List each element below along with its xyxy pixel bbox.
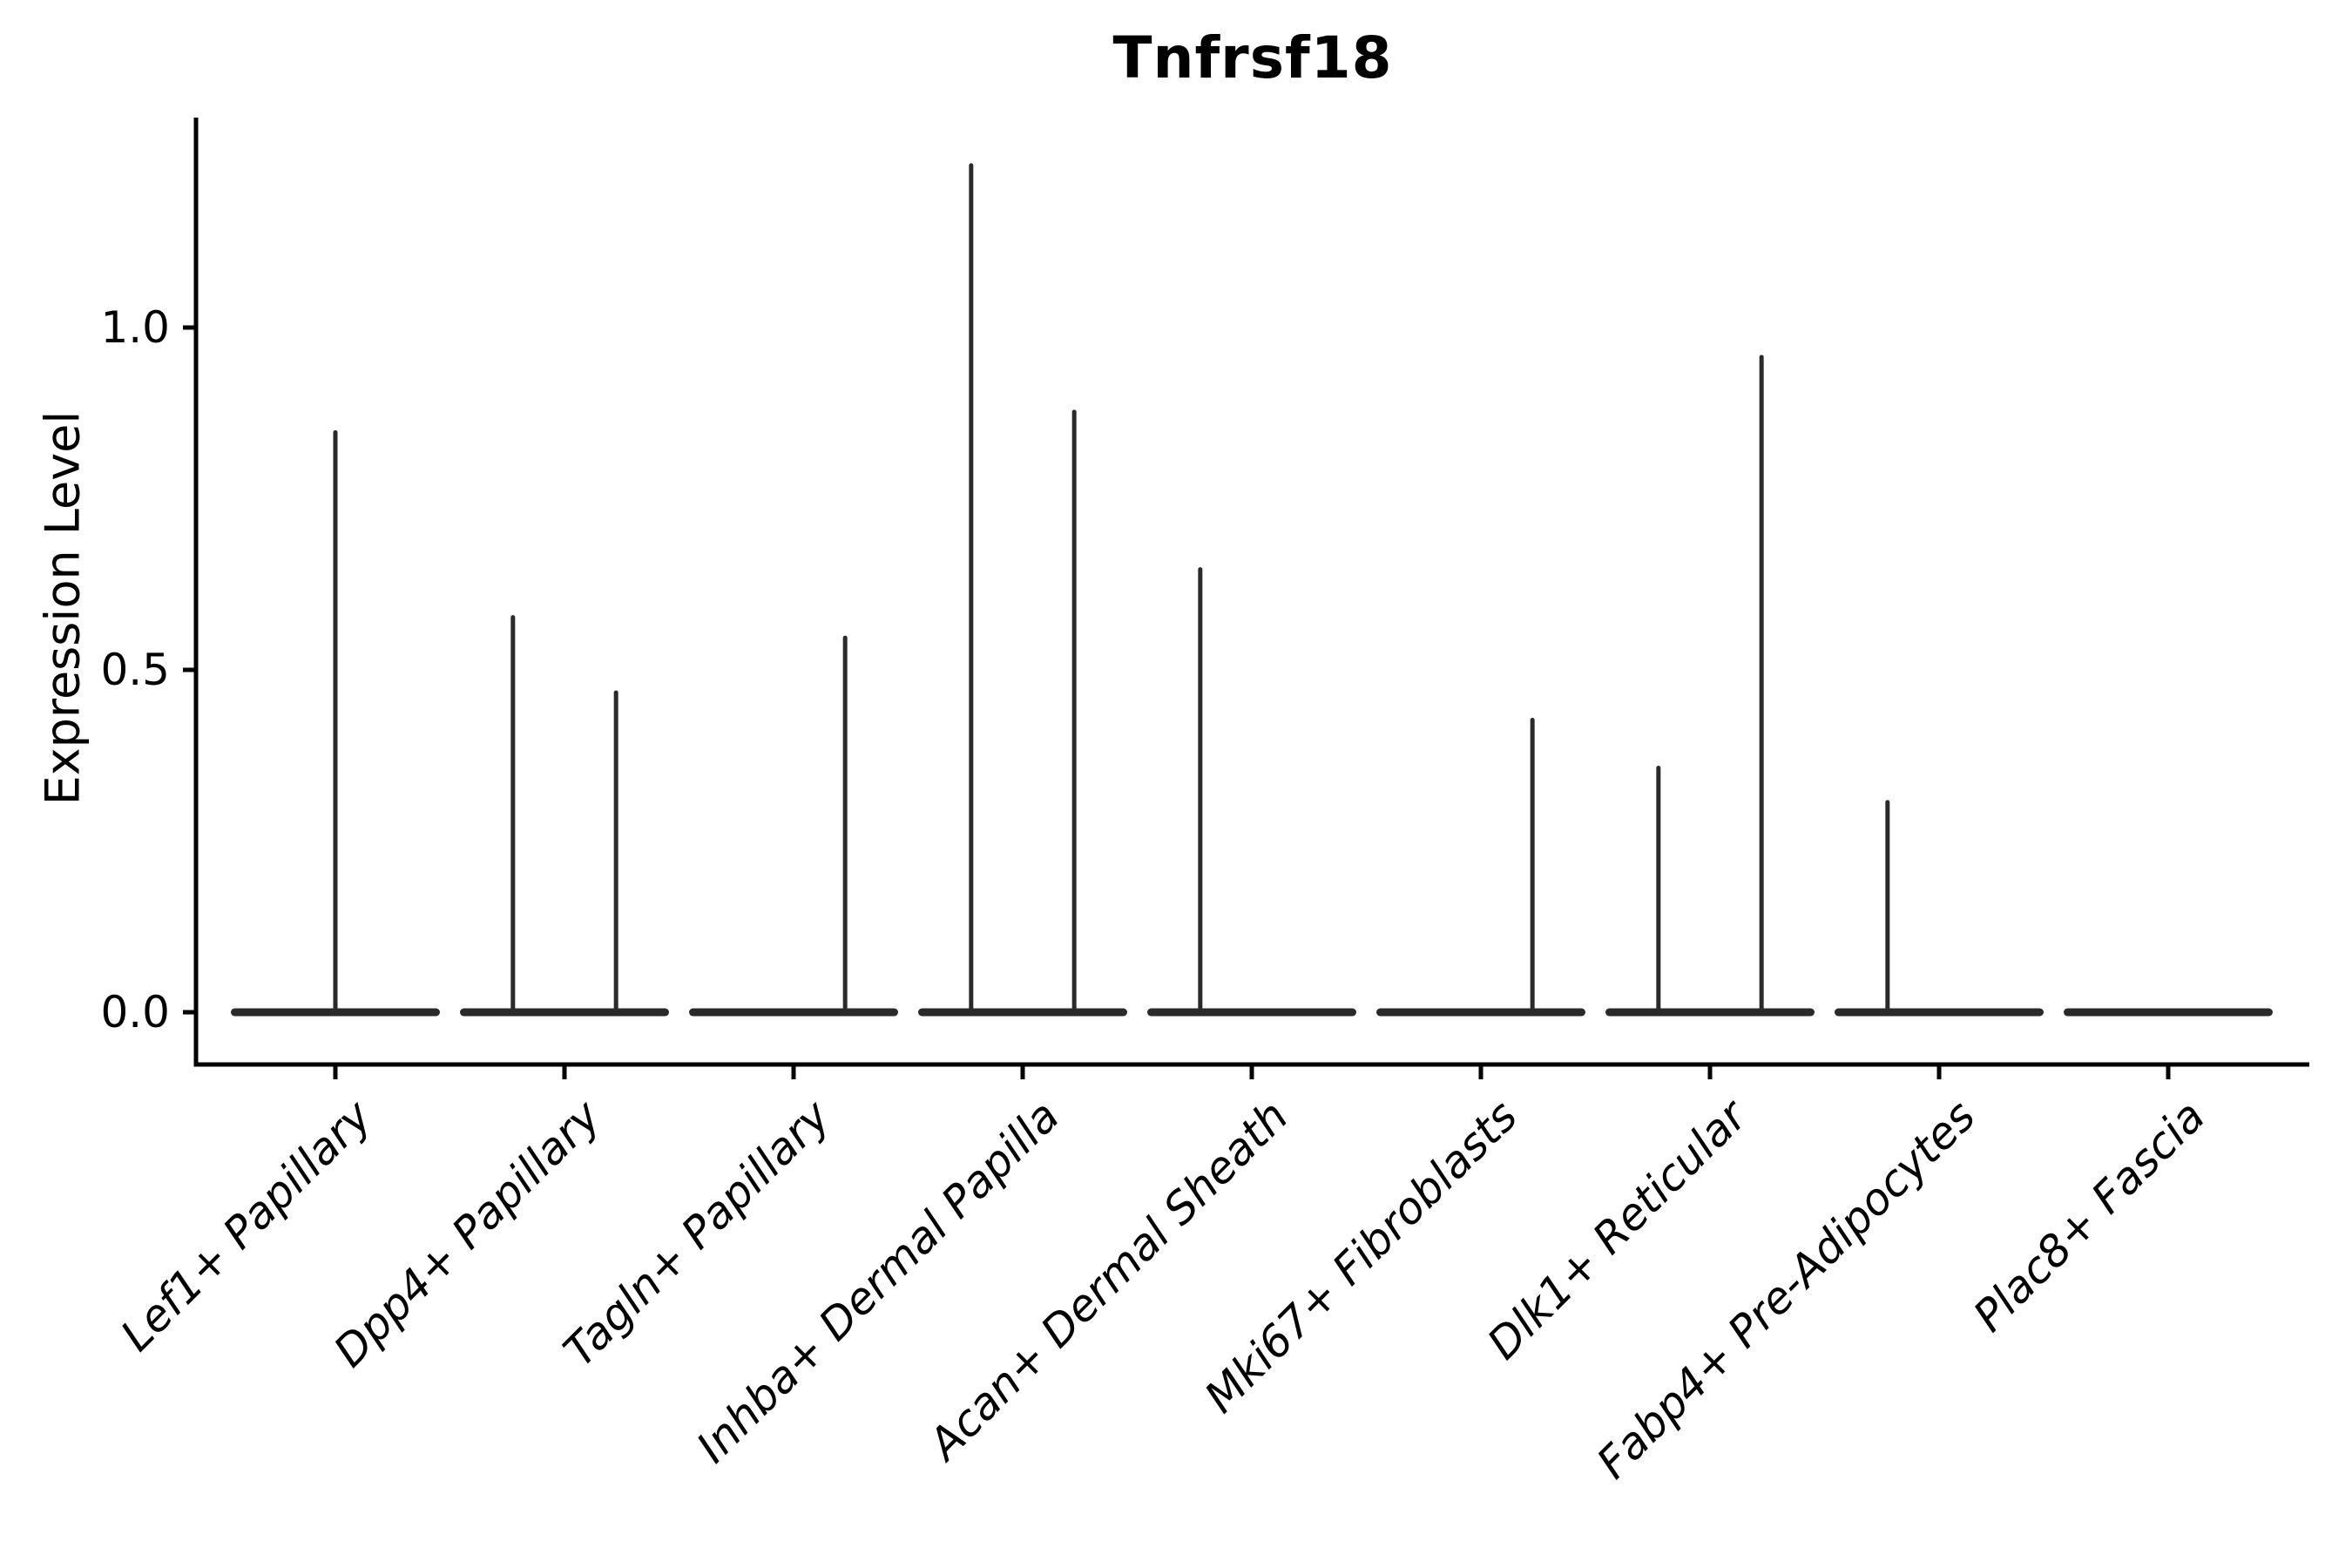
violin-base (1147, 1008, 1356, 1017)
y-tick-label: 0.0 (100, 987, 170, 1037)
violin-base (689, 1008, 898, 1017)
violin-base (231, 1008, 440, 1017)
violin-base (1605, 1008, 1815, 1017)
violin-base (1835, 1008, 2044, 1017)
y-tick-label: 1.0 (100, 302, 170, 353)
violin-base (918, 1008, 1127, 1017)
violin-base (1376, 1008, 1585, 1017)
y-tick-label: 0.5 (100, 645, 170, 695)
chart-title: Tnfrsf18 (1112, 24, 1393, 91)
violin-base (460, 1008, 669, 1017)
violin-base (2064, 1008, 2273, 1017)
